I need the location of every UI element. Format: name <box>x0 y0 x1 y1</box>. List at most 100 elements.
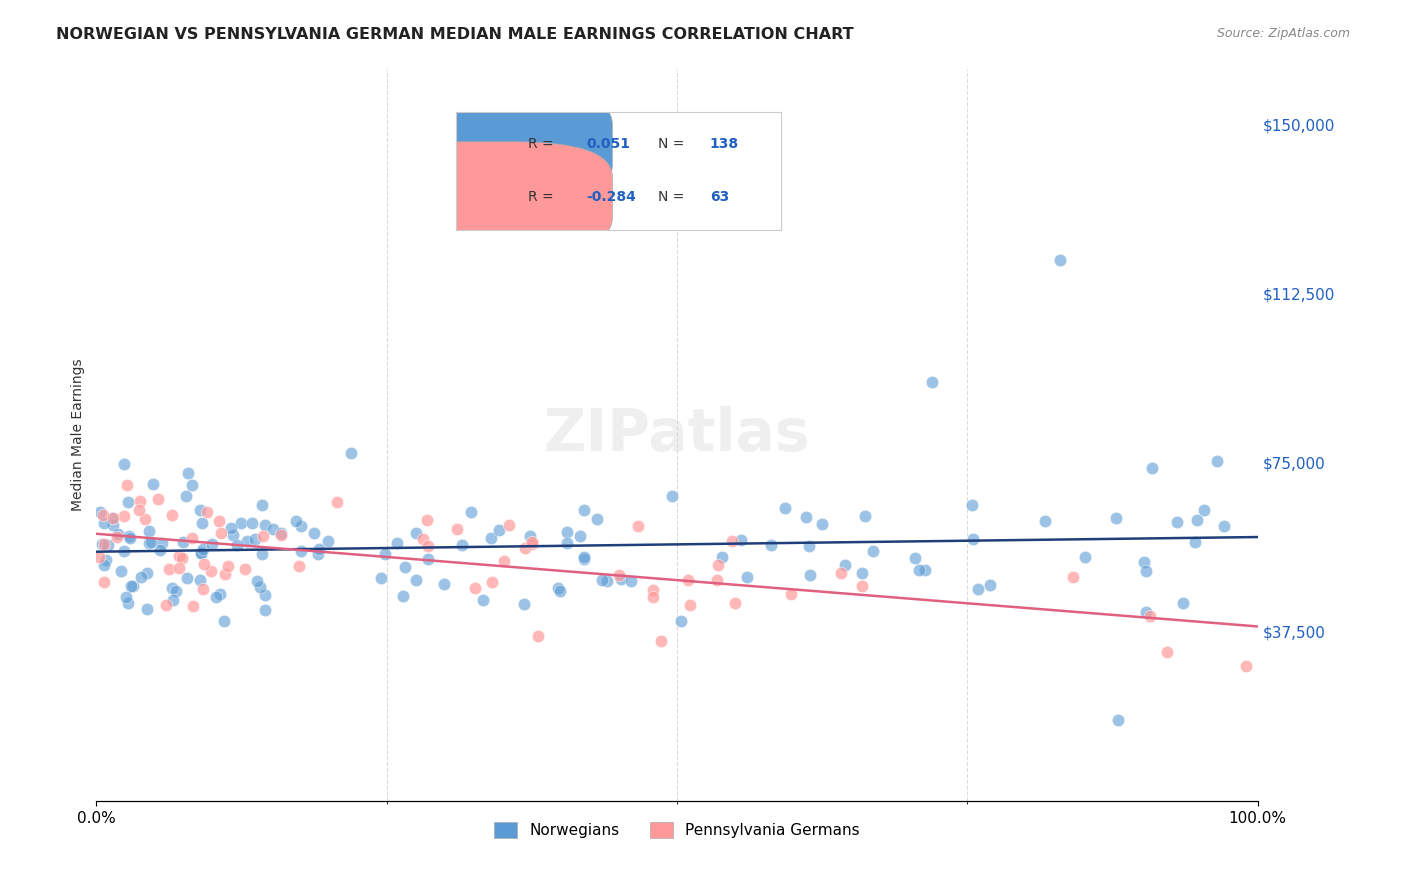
Point <box>97 538 120 552</box>
Point <box>176 571 198 585</box>
Point <box>188 574 211 588</box>
Point <box>138 536 160 550</box>
Point <box>834 558 856 572</box>
Point <box>288 558 311 573</box>
Point <box>110 564 132 578</box>
Point <box>200 564 222 578</box>
Point <box>488 523 510 537</box>
Point <box>117 529 139 543</box>
Point <box>1074 550 1097 565</box>
Point <box>1171 596 1194 610</box>
Point <box>148 491 170 506</box>
Point <box>89 505 111 519</box>
Point <box>231 516 253 531</box>
Point <box>1140 460 1163 475</box>
Point <box>830 566 852 580</box>
Point <box>1166 515 1188 529</box>
Point <box>91 537 114 551</box>
Point <box>129 493 152 508</box>
Point <box>150 536 173 550</box>
Point <box>679 598 702 612</box>
Point <box>1135 605 1157 619</box>
Point <box>180 478 202 492</box>
Point <box>810 516 832 531</box>
Point <box>472 592 495 607</box>
Point <box>134 512 156 526</box>
Point <box>676 573 699 587</box>
Point <box>208 514 231 528</box>
Point <box>254 588 277 602</box>
Point <box>131 570 153 584</box>
Point <box>641 582 664 597</box>
Point <box>172 534 194 549</box>
Point <box>1192 503 1215 517</box>
Point <box>307 547 329 561</box>
Point <box>481 575 503 590</box>
Point <box>165 583 187 598</box>
Point <box>167 549 190 564</box>
Point <box>547 581 569 595</box>
Point <box>555 536 578 550</box>
Point <box>853 508 876 523</box>
Point <box>270 526 292 541</box>
Point <box>779 587 801 601</box>
Point <box>794 509 817 524</box>
Point <box>460 505 482 519</box>
Point <box>190 546 212 560</box>
Point <box>246 574 269 589</box>
Point <box>1185 513 1208 527</box>
Point <box>174 490 197 504</box>
Point <box>914 563 936 577</box>
Point <box>498 518 520 533</box>
Point <box>87 549 110 564</box>
Point <box>190 503 212 517</box>
Point <box>181 531 204 545</box>
Point <box>93 508 115 522</box>
Point <box>451 538 474 552</box>
Point <box>308 542 330 557</box>
Point <box>759 538 782 552</box>
Point <box>155 598 177 612</box>
Point <box>122 578 145 592</box>
Point <box>572 503 595 517</box>
Point <box>710 549 733 564</box>
Point <box>117 495 139 509</box>
Point <box>217 558 239 573</box>
Point <box>904 551 927 566</box>
Point <box>555 524 578 539</box>
Point <box>138 524 160 539</box>
Point <box>103 517 125 532</box>
Point <box>394 559 416 574</box>
Point <box>405 573 427 587</box>
Point <box>120 579 142 593</box>
Point <box>93 516 115 531</box>
Point <box>181 599 204 613</box>
Point <box>412 532 434 546</box>
Point <box>851 579 873 593</box>
Text: ZIPatlas: ZIPatlas <box>544 406 810 463</box>
Point <box>669 615 692 629</box>
Point <box>212 614 235 628</box>
Point <box>799 539 821 553</box>
Point <box>208 587 231 601</box>
Point <box>107 527 129 541</box>
Point <box>195 505 218 519</box>
Point <box>446 522 468 536</box>
Point <box>1063 569 1085 583</box>
Point <box>136 601 159 615</box>
Point <box>252 529 274 543</box>
Point <box>128 503 150 517</box>
Point <box>374 547 396 561</box>
Point <box>105 530 128 544</box>
Point <box>607 567 630 582</box>
Point <box>1107 713 1129 727</box>
Point <box>627 519 650 533</box>
Point <box>214 566 236 581</box>
Point <box>661 489 683 503</box>
Point <box>585 512 607 526</box>
Point <box>610 573 633 587</box>
Point <box>1104 510 1126 524</box>
Point <box>136 566 159 580</box>
Point <box>591 573 613 587</box>
Point <box>117 596 139 610</box>
